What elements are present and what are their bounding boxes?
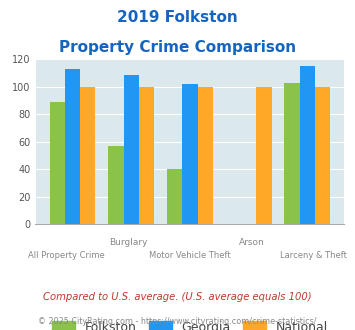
Text: All Property Crime: All Property Crime	[28, 251, 105, 260]
Bar	[139, 87, 154, 224]
Text: Arson: Arson	[239, 238, 264, 247]
Bar	[167, 169, 182, 224]
Text: 2019 Folkston: 2019 Folkston	[117, 10, 238, 25]
Bar	[198, 87, 213, 224]
Bar	[315, 87, 330, 224]
Bar	[108, 146, 124, 224]
Text: Larceny & Theft: Larceny & Theft	[280, 251, 347, 260]
Text: Burglary: Burglary	[109, 238, 147, 247]
Bar	[80, 87, 95, 224]
Text: Compared to U.S. average. (U.S. average equals 100): Compared to U.S. average. (U.S. average …	[43, 292, 312, 302]
Bar	[256, 87, 272, 224]
Bar	[50, 102, 65, 224]
Bar	[182, 84, 198, 224]
Text: © 2025 CityRating.com - https://www.cityrating.com/crime-statistics/: © 2025 CityRating.com - https://www.city…	[38, 317, 317, 326]
Bar	[300, 66, 315, 224]
Text: Property Crime Comparison: Property Crime Comparison	[59, 40, 296, 54]
Bar	[65, 69, 80, 224]
Text: Motor Vehicle Theft: Motor Vehicle Theft	[149, 251, 231, 260]
Bar	[284, 83, 300, 224]
Legend: Folkston, Georgia, National: Folkston, Georgia, National	[47, 316, 333, 330]
Bar	[124, 75, 139, 224]
